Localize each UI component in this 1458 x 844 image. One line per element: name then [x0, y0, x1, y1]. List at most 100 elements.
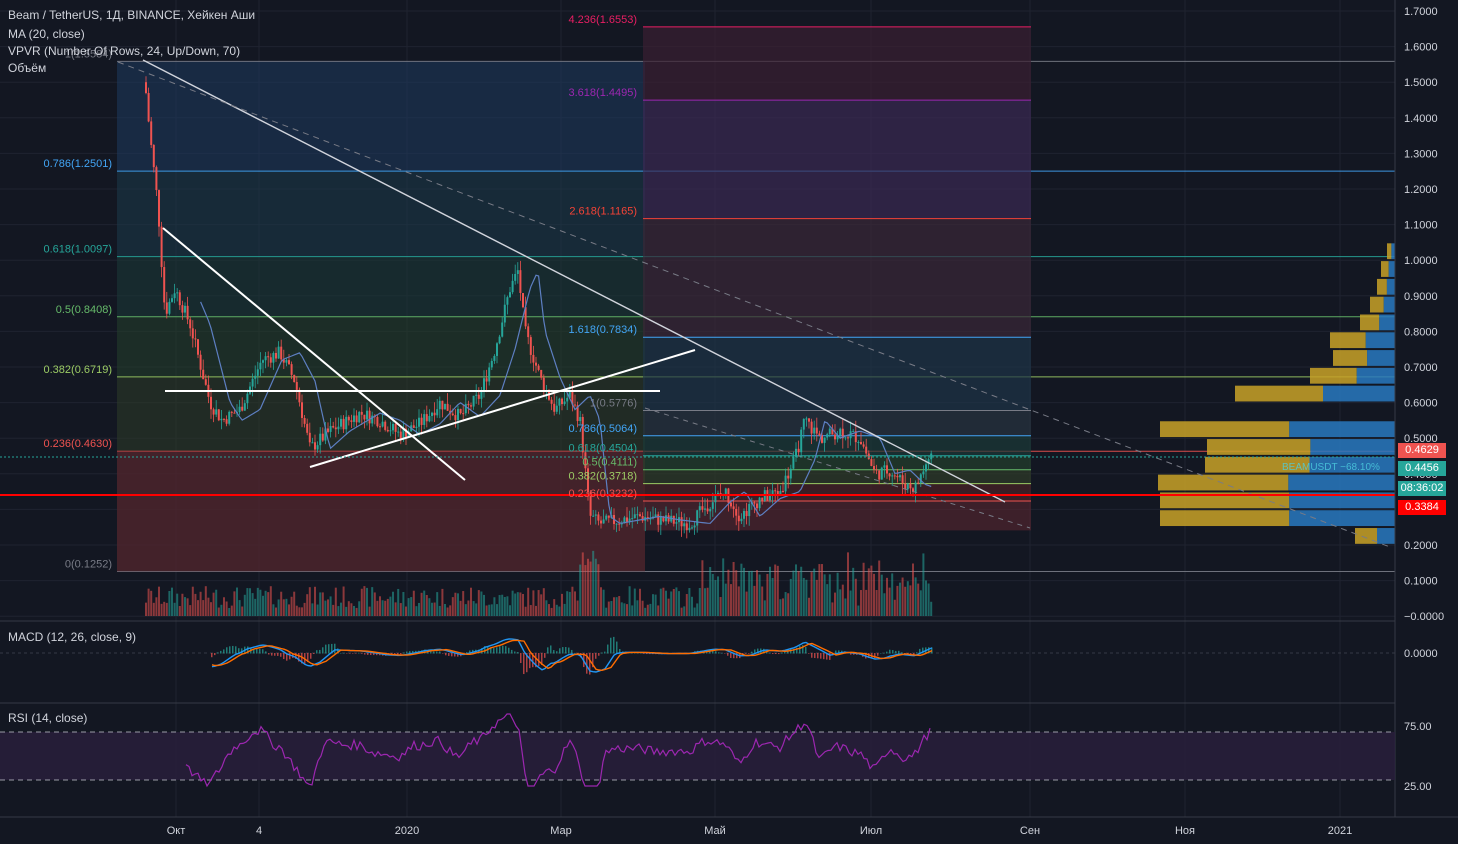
volume-bar: [927, 583, 930, 616]
volume-bar: [293, 591, 296, 616]
macd-histogram-bar: [517, 652, 519, 654]
candle-body: [522, 293, 524, 308]
vpvr-up-bar: [1387, 243, 1392, 260]
macd-histogram-bar: [874, 653, 876, 658]
macd-line: [211, 638, 933, 673]
macd-histogram-bar: [562, 647, 564, 654]
fib-extension[interactable]: [643, 26, 1031, 531]
candle-body: [685, 523, 688, 531]
fib-zone: [117, 61, 645, 172]
candle-body: [467, 403, 470, 406]
fib-ext-label: 0.786(0.5064): [569, 423, 638, 435]
fib-ext-zone: [643, 100, 1031, 219]
vpvr-down-bar: [1288, 474, 1395, 491]
time-axis[interactable]: Окт 4 2020 Мар Май Июл Сен Ноя 2021: [167, 825, 1353, 837]
candle-body: [155, 167, 158, 191]
volume-bar: [501, 594, 504, 616]
macd-histogram-bar: [553, 650, 555, 654]
candle-body: [594, 514, 597, 516]
macd-histogram-bar: [346, 653, 348, 654]
volume-bar: [178, 606, 181, 616]
volume-bar: [423, 590, 426, 616]
volume-bar: [849, 590, 852, 616]
candle-body: [631, 518, 634, 520]
volume-bar: [771, 577, 774, 616]
candle-body: [633, 514, 636, 519]
candle-body: [168, 301, 171, 314]
rsi-band: [0, 732, 1395, 780]
macd-histogram-bar: [508, 647, 510, 654]
candles: [145, 76, 933, 539]
candle-body: [511, 280, 514, 293]
volume-bar: [306, 594, 309, 616]
candle-body: [215, 409, 218, 415]
macd-histogram-bar: [406, 651, 408, 654]
volume-indicator-label[interactable]: Объём: [8, 61, 47, 75]
macd-histogram-bar: [772, 653, 774, 654]
volume-bar: [704, 588, 706, 616]
main-downtrend-line[interactable]: [142, 59, 1006, 503]
volume-bar: [405, 606, 407, 616]
volume-bar: [909, 585, 912, 616]
volume-bar: [813, 568, 816, 616]
volume-bar: [930, 601, 933, 616]
candle-body: [810, 421, 813, 434]
volume-bar: [883, 593, 886, 616]
vpvr-indicator-label[interactable]: VPVR (Number Of Rows, 24, Up/Down, 70): [8, 44, 241, 58]
fib-label: 0.236(0.4630): [44, 438, 113, 450]
vpvr-down-bar: [1391, 243, 1395, 260]
symbol-title[interactable]: Beam / TetherUS, 1Д, BINANCE, Хейкен Аши: [8, 8, 256, 22]
volume-bar: [678, 591, 680, 616]
candle-body: [277, 346, 280, 359]
volume-bar: [555, 604, 558, 616]
macd-pane[interactable]: [0, 636, 1395, 675]
lower-dashed-line[interactable]: [644, 407, 1031, 529]
price-axis[interactable]: 1.7000 1.6000 1.5000 1.4000 1.3000 1.2000 1.10…: [1404, 6, 1444, 793]
volume-bar: [457, 593, 459, 616]
dashed-trend-line[interactable]: [117, 61, 1391, 548]
vpvr-up-bar: [1160, 492, 1290, 509]
wedge-lower-line[interactable]: [309, 349, 696, 468]
candle-body: [477, 394, 480, 399]
volume-bar: [654, 594, 657, 616]
candle-body: [919, 474, 922, 483]
macd-histogram-bar: [403, 652, 405, 654]
rsi-indicator-label[interactable]: RSI (14, close): [8, 711, 88, 725]
rsi-pane[interactable]: [0, 713, 1395, 788]
candle-body: [555, 405, 558, 412]
macd-histogram-bar: [505, 646, 507, 654]
drawing-tools[interactable]: [0, 59, 1395, 548]
candle-body: [922, 471, 925, 475]
volume-bar: [392, 591, 394, 616]
candle-body: [259, 362, 262, 370]
candle-body: [246, 393, 249, 404]
volume-bar: [366, 587, 368, 616]
macd-histogram-bar: [763, 648, 765, 654]
macd-histogram-bar: [361, 653, 363, 654]
macd-histogram-bar: [280, 653, 282, 657]
macd-histogram-bar: [850, 653, 852, 655]
volume-bar: [444, 603, 446, 616]
vpvr-up-bar: [1160, 510, 1290, 527]
volume-bar: [646, 604, 649, 616]
candle-body: [160, 226, 163, 268]
macd-indicator-label[interactable]: MACD (12, 26, close, 9): [8, 630, 137, 644]
volume-bar: [503, 596, 506, 616]
wedge-upper-line[interactable]: [162, 227, 466, 481]
candle-body: [420, 417, 423, 425]
macd-histogram-bar: [445, 653, 447, 656]
candle-body: [223, 418, 225, 420]
fib-ext-zone: [643, 337, 1031, 411]
candle-body: [431, 412, 433, 416]
candle-body: [184, 305, 186, 313]
volume-bar: [667, 598, 670, 616]
time-axis-label: 2020: [395, 825, 419, 837]
ma-indicator-label[interactable]: MA (20, close): [8, 27, 85, 41]
candle-body: [342, 418, 345, 430]
macd-histogram-bar: [820, 653, 822, 659]
volume-bar: [522, 593, 524, 616]
volume-bar: [524, 606, 527, 616]
candle-body: [901, 475, 904, 484]
macd-histogram-bar: [457, 653, 459, 657]
